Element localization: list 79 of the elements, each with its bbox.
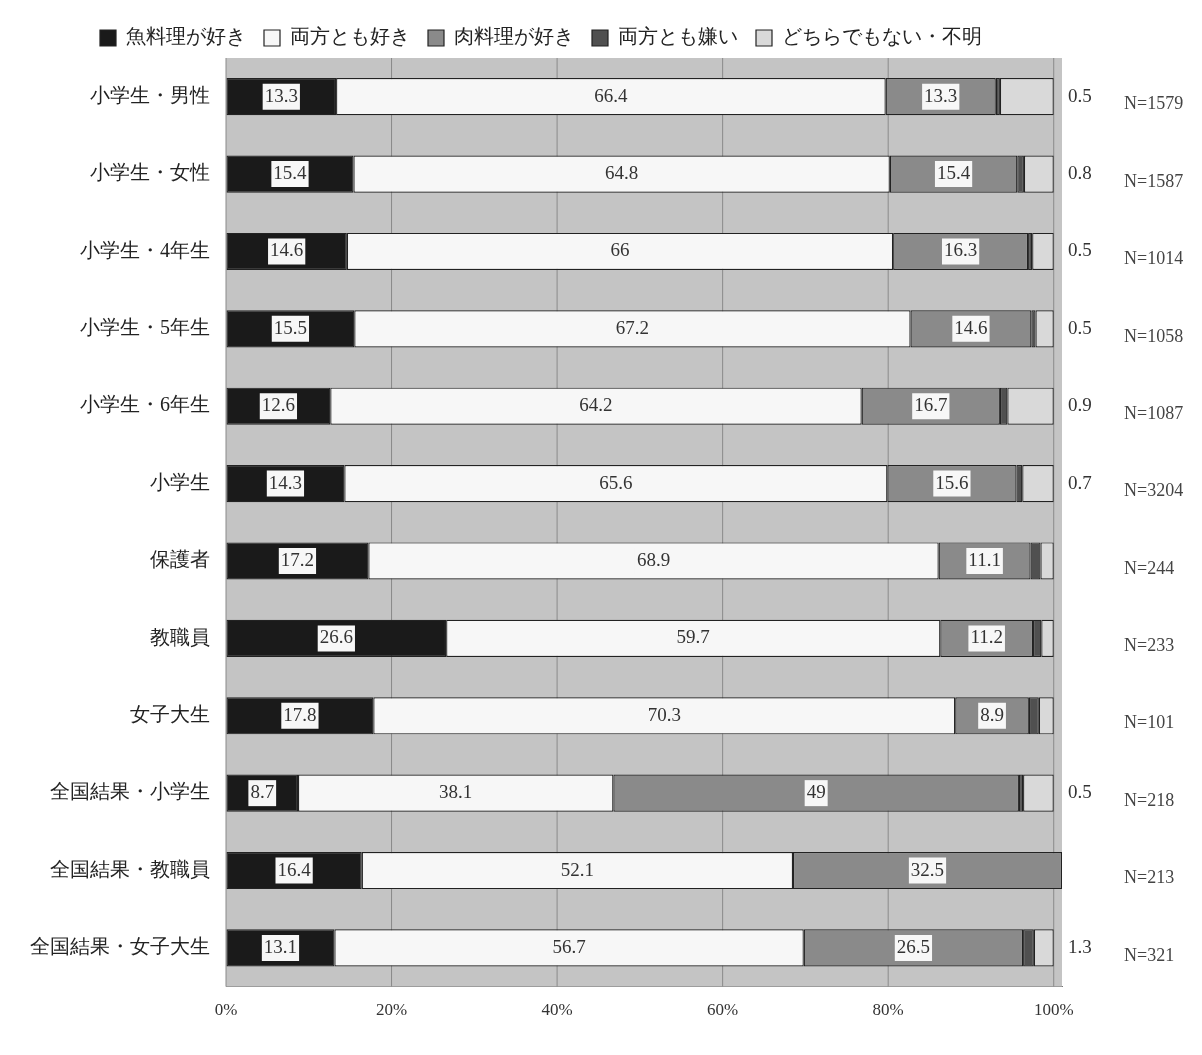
- text: N=218: [1124, 789, 1175, 810]
- data-label: 17.2: [280, 548, 315, 570]
- y-tick-label: 全国結果・女子大生: [30, 935, 210, 958]
- data-label: 16.7: [914, 394, 948, 416]
- data-label: 0.5: [1068, 316, 1092, 338]
- data-label: 49: [806, 781, 826, 803]
- data-label: 1.3: [1068, 935, 1092, 957]
- x-tick-label: 100%: [1033, 1000, 1074, 1020]
- data-label: 38.1: [439, 781, 473, 803]
- legend-label: どちらでもない・不明: [782, 25, 982, 48]
- data-label: 15.6: [935, 471, 969, 493]
- x-tick-label: 60%: [707, 1000, 739, 1020]
- data-label: 11.1: [968, 548, 1001, 570]
- y-tick-label: 小学生・女性: [90, 161, 210, 184]
- data-label: 70.3: [647, 703, 681, 725]
- data-label: 15.5: [273, 316, 308, 338]
- data-label: 13.3: [924, 84, 958, 106]
- y-tick-label: 女子大生: [130, 703, 210, 726]
- y-tick-label: 全国結果・小学生: [50, 780, 210, 803]
- data-label: 26.6: [319, 626, 353, 648]
- data-label: 13.3: [264, 84, 298, 106]
- y-tick-label: 小学生・男性: [90, 83, 210, 106]
- data-label: 16.4: [277, 858, 312, 880]
- data-label: 56.7: [552, 935, 586, 957]
- x-tick-label: 80%: [872, 1000, 904, 1020]
- data-label: 66.4: [594, 84, 629, 106]
- y-tick-label: 小学生・6年生: [80, 393, 210, 416]
- text: N=213: [1124, 867, 1175, 888]
- y-tick-label: 教職員: [150, 625, 210, 648]
- data-label: 64.2: [579, 394, 613, 416]
- y-tick-label: 小学生: [150, 470, 210, 493]
- legend-label: 両方とも好き: [290, 25, 410, 48]
- data-label: 66: [610, 239, 630, 261]
- data-label: 67.2: [615, 316, 650, 338]
- text: N=1014: [1124, 248, 1184, 269]
- text: N=1579: [1124, 93, 1184, 114]
- y-tick-label: 保護者: [150, 548, 210, 571]
- text: N=101: [1124, 712, 1175, 733]
- data-label: 12.6: [261, 394, 296, 416]
- x-tick-label: 0%: [214, 1000, 238, 1020]
- data-label: 0.8: [1068, 162, 1092, 184]
- data-label: 0.9: [1068, 394, 1092, 416]
- data-label: 14.6: [954, 316, 988, 338]
- y-tick-label: 全国結果・教職員: [50, 857, 210, 880]
- x-tick-label: 40%: [541, 1000, 573, 1020]
- data-label: 0.5: [1068, 239, 1092, 261]
- data-label: 68.9: [636, 548, 671, 570]
- data-label: 17.8: [283, 703, 317, 725]
- legend-label: 両方とも嫌い: [618, 25, 738, 48]
- legend-label: 魚料理が好き: [126, 25, 246, 48]
- data-label: 65.6: [599, 471, 633, 493]
- data-label: 0.7: [1068, 471, 1092, 493]
- text: N=321: [1124, 944, 1175, 965]
- data-label: 14.3: [268, 471, 303, 493]
- data-label: 13.1: [263, 935, 298, 957]
- text: N=1587: [1124, 170, 1184, 191]
- data-label: 64.8: [605, 162, 639, 184]
- data-label: 32.5: [910, 858, 945, 880]
- data-label: 11.2: [970, 626, 1003, 648]
- text: N=233: [1124, 635, 1175, 656]
- data-label: 52.1: [560, 858, 594, 880]
- data-label: 14.6: [270, 239, 304, 261]
- y-tick-label: 小学生・5年生: [80, 316, 210, 339]
- text: N=1087: [1124, 402, 1184, 423]
- text: N=1058: [1124, 325, 1184, 346]
- text: N=244: [1124, 557, 1175, 578]
- data-label: 8.7: [250, 781, 275, 803]
- x-tick-label: 20%: [375, 1000, 408, 1020]
- legend-label: 肉料理が好き: [454, 25, 574, 48]
- data-label: 26.5: [896, 935, 931, 957]
- data-label: 15.4: [273, 162, 308, 184]
- data-label: 0.5: [1068, 84, 1092, 106]
- y-tick-label: 小学生・4年生: [80, 238, 210, 261]
- data-label: 15.4: [936, 162, 971, 184]
- data-label: 16.3: [943, 239, 978, 261]
- text: N=3204: [1124, 480, 1184, 501]
- data-label: 59.7: [676, 626, 710, 648]
- data-label: 8.9: [980, 703, 1004, 725]
- data-label: 0.5: [1068, 781, 1092, 803]
